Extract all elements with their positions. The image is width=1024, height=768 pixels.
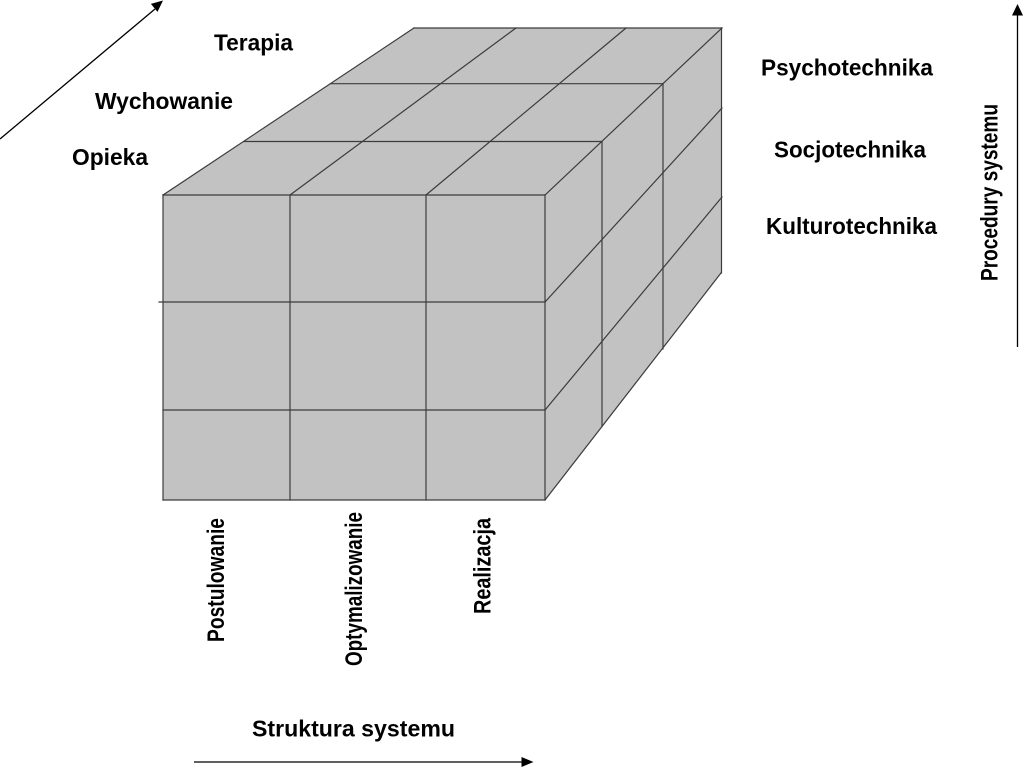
svg-text:Kulturotechnika: Kulturotechnika xyxy=(766,213,937,239)
svg-text:Opieka: Opieka xyxy=(72,144,148,170)
svg-text:Struktura systemu: Struktura systemu xyxy=(252,716,455,742)
svg-text:Realizacja: Realizacja xyxy=(470,517,497,614)
svg-text:Psychotechnika: Psychotechnika xyxy=(761,55,933,81)
svg-text:Procedury systemu: Procedury systemu xyxy=(977,104,1004,281)
svg-text:Terapia: Terapia xyxy=(214,30,293,56)
svg-text:Wychowanie: Wychowanie xyxy=(95,88,233,114)
svg-text:Postulowanie: Postulowanie xyxy=(203,518,230,642)
svg-text:Socjotechnika: Socjotechnika xyxy=(774,137,926,163)
svg-text:Optymalizowanie: Optymalizowanie xyxy=(341,512,368,666)
